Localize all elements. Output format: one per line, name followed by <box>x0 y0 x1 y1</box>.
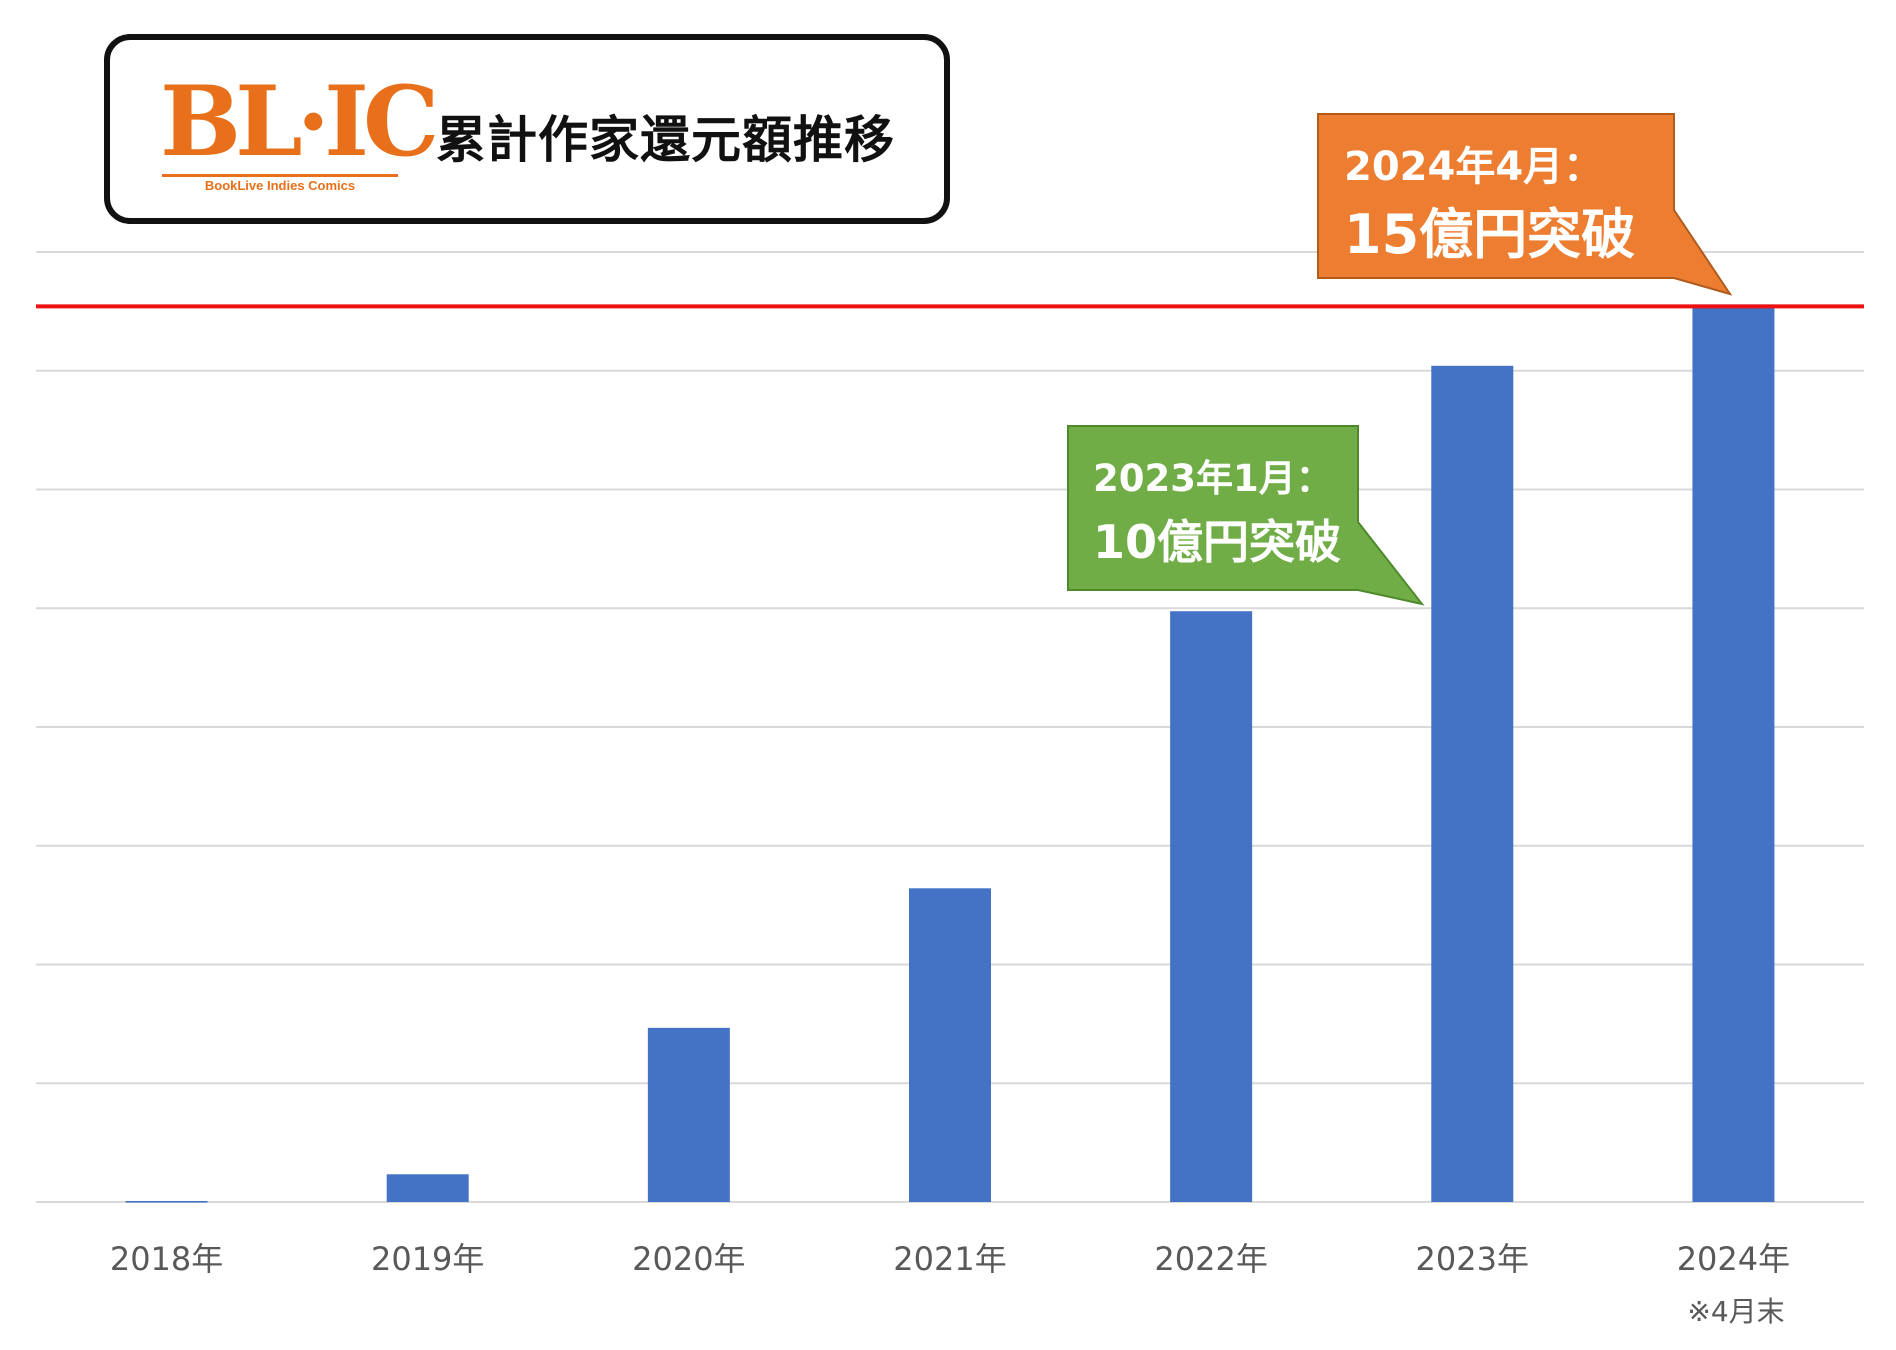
category-note: ※4月末 <box>1687 1295 1785 1328</box>
logo-underline <box>162 174 398 177</box>
x-tick-label: 2023年 <box>1415 1240 1529 1278</box>
bar-2023年 <box>1431 365 1514 1202</box>
bar-2022年 <box>1170 611 1253 1202</box>
callout-2024-line2: 15億円突破 <box>1344 203 1636 266</box>
x-tick-label: 2024年 <box>1676 1240 1791 1278</box>
x-tick-label: 2021年 <box>893 1240 1007 1278</box>
bar-2019年 <box>386 1174 469 1202</box>
chart-title: 累計作家還元額推移 <box>436 111 895 169</box>
x-tick-label: 2019年 <box>370 1240 485 1278</box>
callout-2023-line1: 2023年1月： <box>1093 457 1333 500</box>
blic-logo: BL·IC BookLive Indies Comics <box>160 70 439 200</box>
logo-mark: BL·IC <box>160 65 439 178</box>
callout-2023-shape <box>1067 425 1425 606</box>
callout-2024-line1: 2024年4月： <box>1344 144 1604 190</box>
x-tick-label: 2018年 <box>109 1240 224 1278</box>
title-box: BL·IC BookLive Indies Comics 累計作家還元額推移 <box>104 34 950 224</box>
callout-2024-shape <box>1317 113 1733 296</box>
x-tick-label: 2022年 <box>1154 1240 1268 1278</box>
bar-2024年 <box>1692 304 1775 1203</box>
gridlines <box>36 251 1864 1203</box>
bar-2021年 <box>909 888 991 1202</box>
callout-2023-line2: 10億円突破 <box>1093 515 1342 569</box>
bar-2018年 <box>125 1201 208 1203</box>
x-tick-label: 2020年 <box>632 1240 746 1278</box>
bar-2020年 <box>647 1027 730 1202</box>
logo-subtext: BookLive Indies Comics <box>204 178 356 193</box>
bar-series <box>125 304 1775 1203</box>
